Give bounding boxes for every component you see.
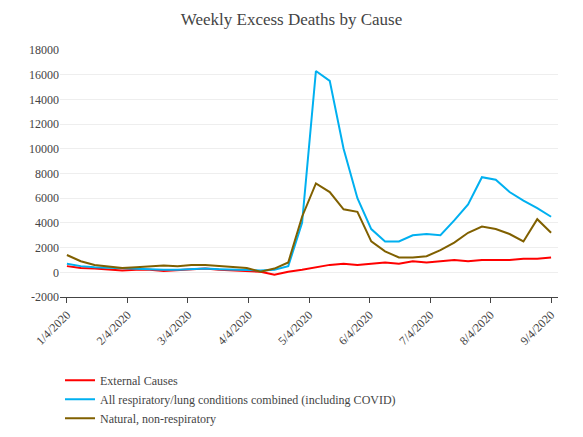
- svg-text:4/4/2020: 4/4/2020: [215, 308, 255, 348]
- svg-text:External Causes: External Causes: [100, 374, 178, 388]
- svg-text:14000: 14000: [29, 93, 59, 107]
- svg-text:8000: 8000: [35, 167, 59, 181]
- svg-text:Weekly Excess Deaths by Cause: Weekly Excess Deaths by Cause: [181, 10, 402, 29]
- svg-text:7/4/2020: 7/4/2020: [396, 308, 436, 348]
- svg-text:16000: 16000: [29, 68, 59, 82]
- svg-text:2000: 2000: [35, 241, 59, 255]
- svg-text:6000: 6000: [35, 191, 59, 205]
- svg-text:8/4/2020: 8/4/2020: [457, 308, 497, 348]
- svg-text:18000: 18000: [29, 43, 59, 57]
- svg-text:6/4/2020: 6/4/2020: [336, 308, 376, 348]
- svg-text:-2000: -2000: [31, 290, 59, 304]
- svg-text:4000: 4000: [35, 216, 59, 230]
- svg-text:0: 0: [53, 266, 59, 280]
- svg-text:5/4/2020: 5/4/2020: [275, 308, 315, 348]
- svg-text:9/4/2020: 9/4/2020: [517, 308, 557, 348]
- svg-text:Natural, non-respiratory: Natural, non-respiratory: [100, 412, 216, 426]
- svg-text:1/4/2020: 1/4/2020: [33, 308, 73, 348]
- svg-text:All respiratory/lung condition: All respiratory/lung conditions combined…: [100, 393, 396, 407]
- svg-text:2/4/2020: 2/4/2020: [94, 308, 134, 348]
- svg-text:3/4/2020: 3/4/2020: [154, 308, 194, 348]
- svg-text:10000: 10000: [29, 142, 59, 156]
- svg-text:12000: 12000: [29, 117, 59, 131]
